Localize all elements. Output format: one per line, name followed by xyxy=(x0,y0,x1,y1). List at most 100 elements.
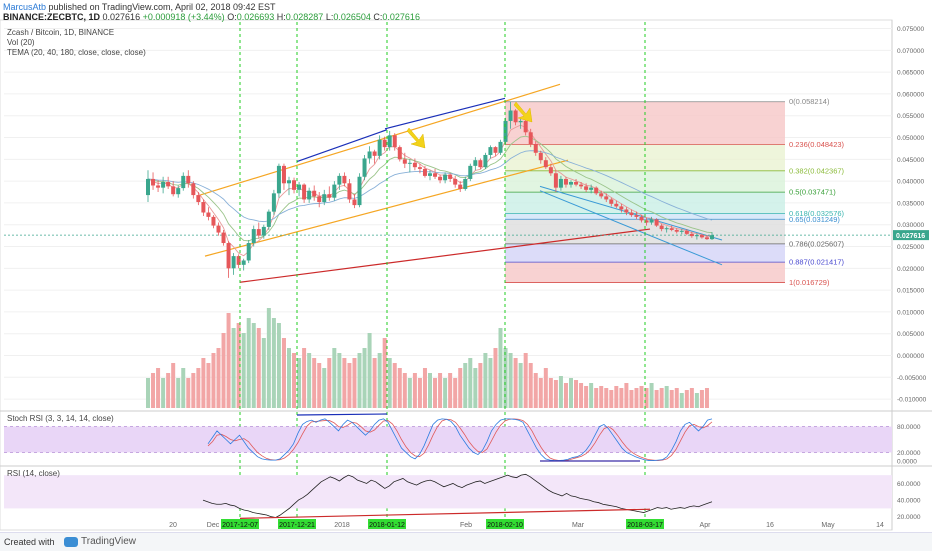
candle-body[interactable] xyxy=(266,211,271,227)
candle-body[interactable] xyxy=(146,178,150,196)
candle-body[interactable] xyxy=(241,260,246,265)
legend-tema[interactable]: TEMA (20, 40, 180, close, close, close) xyxy=(7,48,146,57)
candle-body[interactable] xyxy=(196,195,201,203)
date-tag[interactable] xyxy=(278,519,316,529)
divergence-line-2[interactable] xyxy=(384,97,506,130)
candle-body[interactable] xyxy=(352,199,357,206)
candle-body[interactable] xyxy=(629,212,634,216)
candle-body[interactable] xyxy=(659,225,664,230)
candle-body[interactable] xyxy=(538,152,543,161)
candle-body[interactable] xyxy=(322,194,327,203)
candle-body[interactable] xyxy=(417,167,422,169)
candle-body[interactable] xyxy=(458,184,463,189)
candle-body[interactable] xyxy=(528,132,533,145)
candle-body[interactable] xyxy=(327,194,332,198)
candle-body[interactable] xyxy=(211,216,216,226)
candle-body[interactable] xyxy=(357,176,362,206)
candle-body[interactable] xyxy=(166,181,171,187)
candle-body[interactable] xyxy=(684,230,689,234)
candle-body[interactable] xyxy=(261,226,266,236)
candle-body[interactable] xyxy=(171,186,176,195)
candle-body[interactable] xyxy=(498,141,503,153)
candle-body[interactable] xyxy=(563,178,568,185)
candle-body[interactable] xyxy=(609,199,614,204)
candle-body[interactable] xyxy=(624,209,629,213)
candle-body[interactable] xyxy=(412,162,417,168)
candle-body[interactable] xyxy=(558,178,563,188)
candle-body[interactable] xyxy=(523,120,528,133)
candle-body[interactable] xyxy=(382,139,387,148)
candle-body[interactable] xyxy=(342,175,347,184)
candle-body[interactable] xyxy=(493,147,498,153)
candle-body[interactable] xyxy=(679,230,684,232)
candle-body[interactable] xyxy=(654,219,659,226)
candle-body[interactable] xyxy=(297,184,302,190)
candle-body[interactable] xyxy=(589,187,594,190)
legend-volume[interactable]: Vol (20) xyxy=(7,38,35,47)
candle-body[interactable] xyxy=(584,186,589,190)
candle-body[interactable] xyxy=(710,235,714,240)
candle-body[interactable] xyxy=(574,181,579,185)
legend-pair[interactable]: Zcash / Bitcoin, 1D, BINANCE xyxy=(7,28,115,37)
candle-body[interactable] xyxy=(226,243,231,269)
candle-body[interactable] xyxy=(307,190,312,200)
candle-body[interactable] xyxy=(428,173,432,176)
candle-body[interactable] xyxy=(553,173,558,188)
tradingview-brand[interactable]: TradingView xyxy=(64,536,136,547)
candle-body[interactable] xyxy=(191,183,196,196)
candle-body[interactable] xyxy=(604,196,609,200)
candle-body[interactable] xyxy=(639,216,644,221)
candle-body[interactable] xyxy=(483,154,488,168)
candle-body[interactable] xyxy=(312,190,317,197)
rsi-trendline[interactable] xyxy=(239,508,651,519)
candle-body[interactable] xyxy=(478,160,483,168)
candle-body[interactable] xyxy=(548,167,553,174)
candle-body[interactable] xyxy=(619,206,624,210)
candle-body[interactable] xyxy=(256,229,261,236)
candle-body[interactable] xyxy=(664,228,669,230)
candle-body[interactable] xyxy=(488,147,493,155)
candle-body[interactable] xyxy=(176,188,181,195)
candle-body[interactable] xyxy=(397,147,402,160)
date-tag[interactable] xyxy=(221,519,259,529)
candle-body[interactable] xyxy=(186,175,191,184)
candle-body[interactable] xyxy=(569,181,573,185)
candle-body[interactable] xyxy=(156,185,161,188)
candle-body[interactable] xyxy=(377,139,382,156)
candle-body[interactable] xyxy=(503,120,508,142)
candle-body[interactable] xyxy=(443,174,448,181)
candle-body[interactable] xyxy=(543,160,548,168)
candle-body[interactable] xyxy=(422,168,427,176)
candle-body[interactable] xyxy=(704,237,709,240)
candle-body[interactable] xyxy=(337,175,342,185)
candle-body[interactable] xyxy=(151,178,156,186)
candle-body[interactable] xyxy=(317,196,322,203)
date-tag[interactable] xyxy=(486,519,524,529)
candle-body[interactable] xyxy=(281,165,286,184)
candle-body[interactable] xyxy=(694,235,699,237)
candle-body[interactable] xyxy=(674,229,679,232)
candle-body[interactable] xyxy=(634,215,639,217)
candle-body[interactable] xyxy=(362,158,367,177)
candle-body[interactable] xyxy=(699,235,704,238)
candle-body[interactable] xyxy=(579,184,584,187)
candle-body[interactable] xyxy=(533,144,538,153)
legend-rsi[interactable]: RSI (14, close) xyxy=(7,469,60,478)
legend-stoch-rsi[interactable]: Stoch RSI (3, 3, 14, 14, close) xyxy=(7,414,114,423)
candle-body[interactable] xyxy=(181,175,186,189)
candle-body[interactable] xyxy=(367,151,372,159)
candle-body[interactable] xyxy=(246,243,251,261)
candle-body[interactable] xyxy=(463,178,468,189)
author-link[interactable]: MarcusAtb xyxy=(3,2,47,12)
candle-body[interactable] xyxy=(347,183,352,200)
candle-body[interactable] xyxy=(271,193,276,212)
candle-body[interactable] xyxy=(438,176,443,181)
candle-body[interactable] xyxy=(649,219,654,223)
candle-body[interactable] xyxy=(251,229,256,244)
candle-body[interactable] xyxy=(689,233,694,237)
stoch-divergence-line[interactable] xyxy=(296,413,388,416)
candle-body[interactable] xyxy=(302,184,307,200)
candle-body[interactable] xyxy=(161,181,166,188)
date-tag[interactable] xyxy=(626,519,664,529)
